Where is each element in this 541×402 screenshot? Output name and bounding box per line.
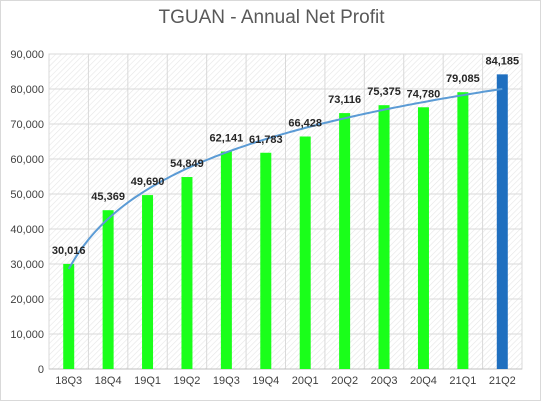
x-tick-label: 20Q3 — [371, 375, 398, 387]
data-label: 54,849 — [170, 158, 204, 170]
bar-19q3 — [220, 151, 232, 369]
x-tick-label: 21Q2 — [489, 375, 516, 387]
x-tick-label: 18Q4 — [95, 375, 122, 387]
y-tick-label: 10,000 — [10, 329, 44, 341]
x-tick-label: 18Q3 — [55, 375, 82, 387]
x-tick-label: 20Q4 — [410, 375, 437, 387]
data-label: 30,016 — [52, 245, 86, 257]
bar-20q2 — [339, 113, 351, 370]
bar-19q1 — [142, 195, 154, 369]
data-label: 79,085 — [446, 73, 480, 85]
bar-19q4 — [260, 152, 272, 369]
data-label: 61,783 — [249, 134, 283, 146]
axes: 0 10,000 20,000 30,000 40,000 50,000 60,000 70,… — [10, 49, 522, 387]
bar-20q4 — [417, 107, 429, 370]
data-label: 84,185 — [485, 55, 519, 67]
x-tick-label: 20Q1 — [292, 375, 319, 387]
bar-18q3 — [63, 263, 75, 369]
chart-title: TGUAN - Annual Net Profit — [158, 7, 385, 28]
trendline-curve — [67, 87, 503, 270]
bar-19q2 — [181, 177, 193, 369]
x-tick-label: 19Q3 — [213, 375, 240, 387]
bar-20q1 — [299, 136, 311, 369]
x-tick-label: 19Q2 — [173, 375, 200, 387]
data-label: 74,780 — [407, 88, 441, 100]
bar-21q1 — [457, 92, 469, 369]
bar-21q2 — [496, 74, 508, 369]
y-tick-label: 0 — [38, 364, 44, 376]
x-tick-label: 19Q1 — [134, 375, 161, 387]
x-tick-label: 21Q1 — [449, 375, 476, 387]
data-labels: 30,016 45,369 49,690 54,849 62,141 61,783 66,4… — [52, 55, 519, 257]
data-label: 62,141 — [210, 133, 244, 145]
x-tick-label: 19Q4 — [252, 375, 279, 387]
data-label: 45,369 — [91, 191, 125, 203]
gridlines — [48, 53, 523, 370]
y-tick-label: 20,000 — [10, 294, 44, 306]
y-tick-label: 60,000 — [10, 154, 44, 166]
data-label: 75,375 — [367, 86, 401, 98]
y-tick-label: 40,000 — [10, 224, 44, 236]
y-tick-label: 30,000 — [10, 259, 44, 271]
data-label: 49,690 — [131, 176, 165, 188]
bars — [63, 74, 508, 370]
trendline — [67, 87, 503, 270]
data-label: 66,428 — [288, 118, 322, 130]
x-tick-label: 20Q2 — [331, 375, 358, 387]
y-tick-label: 50,000 — [10, 189, 44, 201]
y-tick-label: 70,000 — [10, 119, 44, 131]
bar-20q3 — [378, 105, 390, 369]
y-tick-label: 80,000 — [10, 84, 44, 96]
data-label: 73,116 — [328, 94, 361, 106]
y-tick-label: 90,000 — [10, 49, 44, 61]
bar-18q4 — [102, 210, 114, 369]
